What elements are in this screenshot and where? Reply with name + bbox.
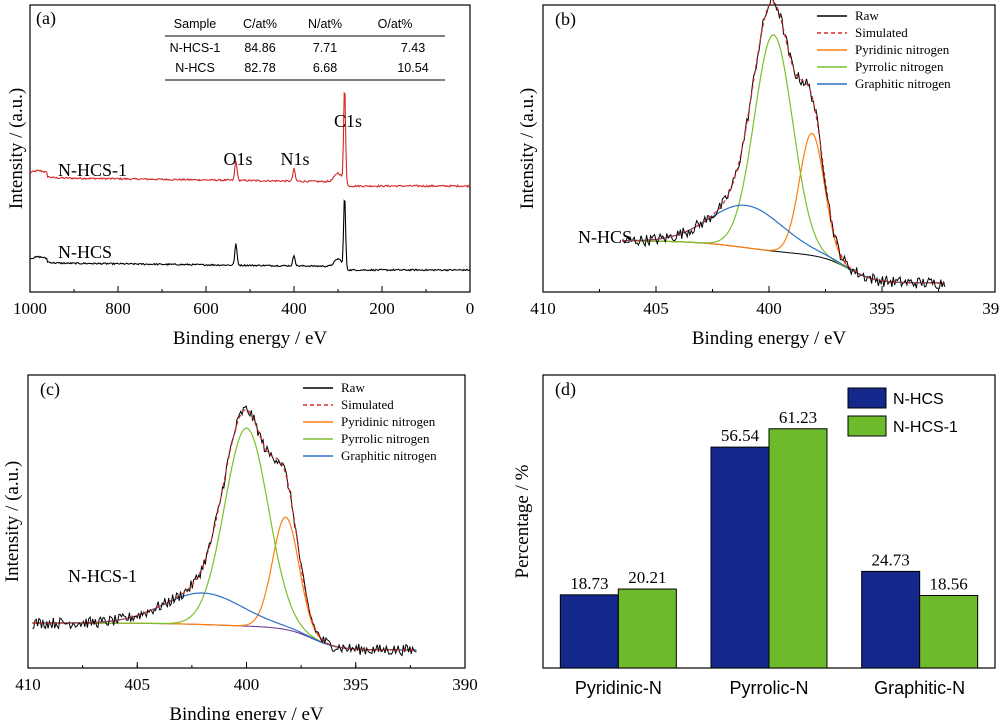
panel-c-legend-label: Pyrrolic nitrogen <box>341 431 430 446</box>
panel-b-label: (b) <box>555 9 576 30</box>
panel-c-xlabel: Binding energy / eV <box>169 704 324 720</box>
table-cell: 7.71 <box>313 41 337 55</box>
panel-d-label: (d) <box>555 379 576 400</box>
panel-d-bar-value: 18.73 <box>570 574 608 593</box>
panel-b-xlabel: Binding energy / eV <box>692 328 847 349</box>
panel-d-bar <box>919 594 979 669</box>
panel-b-legend-label: Raw <box>855 8 879 23</box>
panel-b-xtick-label: 400 <box>756 299 782 318</box>
panel-a-xtick-label: 600 <box>193 299 219 318</box>
panel-a-xtick-label: 400 <box>281 299 307 318</box>
panel-c-xtick-label: 400 <box>234 675 260 694</box>
table-header: O/at% <box>378 17 413 31</box>
panel-c-xtick-label: 405 <box>125 675 151 694</box>
table-header: C/at% <box>243 17 277 31</box>
table-cell: 82.78 <box>244 61 275 75</box>
table-cell: N-HCS-1 <box>170 41 221 55</box>
panel-b-sample-label: N-HCS <box>578 227 632 247</box>
panel-b-xtick-label: 395 <box>869 299 895 318</box>
panel-c-sample-label: N-HCS-1 <box>68 566 137 586</box>
panel-d-bar <box>710 446 770 669</box>
panel-c-component-line <box>32 592 417 651</box>
panel-b-xtick-label: 405 <box>643 299 669 318</box>
panel-d-bar <box>617 588 677 669</box>
panel-d-ylabel: Percentage / % <box>512 464 533 578</box>
table-header: Sample <box>174 17 216 31</box>
panel-d-category-label: Graphitic-N <box>874 678 965 698</box>
panel-c-xtick-label: 390 <box>452 675 478 694</box>
panel-d-bar-value: 18.56 <box>930 574 968 593</box>
panel-a-series-label: N-HCS <box>58 242 112 262</box>
panel-a-series-line <box>29 91 471 188</box>
table-cell: 84.86 <box>244 41 275 55</box>
panel-b-legend-label: Simulated <box>855 25 908 40</box>
table-header: N/at% <box>308 17 342 31</box>
table-cell: 10.54 <box>397 61 428 75</box>
table-cell: 6.68 <box>313 61 337 75</box>
panel-a-xtick-label: 200 <box>369 299 395 318</box>
panel-b-xtick-label: 410 <box>530 299 556 318</box>
panel-d-bar <box>559 594 619 669</box>
panel-a-xtick-label: 1000 <box>13 299 47 318</box>
panel-d-category-label: Pyrrolic-N <box>730 678 809 698</box>
panel-d-bar <box>768 428 828 669</box>
panel-a-xtick-label: 0 <box>466 299 475 318</box>
panel-d-category-label: Pyridinic-N <box>575 678 662 698</box>
panel-a-peak-label: C1s <box>334 111 362 131</box>
panel-a-xtick-label: 800 <box>105 299 131 318</box>
panel-b-legend-label: Pyrrolic nitrogen <box>855 59 944 74</box>
panel-b-legend-label: Pyridinic nitrogen <box>855 42 950 57</box>
table-cell: N-HCS <box>175 61 215 75</box>
panel-a-peak-label: N1s <box>280 149 309 169</box>
panel-c-legend-label: Pyridinic nitrogen <box>341 414 436 429</box>
panel-a-ylabel: Intensity / (a.u.) <box>6 88 27 209</box>
panel-d-bar-value: 24.73 <box>872 550 910 569</box>
panel-c-legend-label: Simulated <box>341 397 394 412</box>
panel-a-peak-label: O1s <box>223 149 252 169</box>
panel-d-legend-swatch <box>847 415 887 437</box>
panel-d-legend-label: N-HCS-1 <box>893 419 958 436</box>
panel-b-raw-line <box>622 0 946 289</box>
panel-b-xtick-label: 390 <box>982 299 1000 318</box>
panel-b-background-line <box>622 240 945 284</box>
table-cell: 7.43 <box>401 41 425 55</box>
panel-b-simulated-line <box>622 1 945 284</box>
panel-c-ylabel: Intensity / (a.u.) <box>2 461 23 582</box>
panel-d-legend-swatch <box>847 387 887 409</box>
panel-d-bar <box>861 570 921 669</box>
panel-d-legend-label: N-HCS <box>893 391 944 408</box>
panel-c-xtick-label: 410 <box>15 675 41 694</box>
panel-c-raw-line <box>32 405 417 657</box>
panel-a-series-label: N-HCS-1 <box>58 160 127 180</box>
panel-c-simulated-line <box>32 409 417 651</box>
panel-c-xtick-label: 395 <box>343 675 369 694</box>
panel-b-component-line <box>622 132 945 284</box>
panel-c-legend-label: Graphitic nitrogen <box>341 448 437 463</box>
panel-b-legend-label: Graphitic nitrogen <box>855 76 951 91</box>
panel-d-bar-value: 20.21 <box>628 568 666 587</box>
panel-c-label: (c) <box>40 379 60 400</box>
panel-c-legend-label: Raw <box>341 380 365 395</box>
panel-a-xlabel: Binding energy / eV <box>173 328 328 349</box>
panel-a-label: (a) <box>36 8 56 29</box>
panel-a-series-line <box>29 199 471 272</box>
panel-d-bar-value: 61.23 <box>779 408 817 427</box>
panel-b-ylabel: Intensity / (a.u.) <box>517 88 538 209</box>
panel-d-bar-value: 56.54 <box>721 426 760 445</box>
